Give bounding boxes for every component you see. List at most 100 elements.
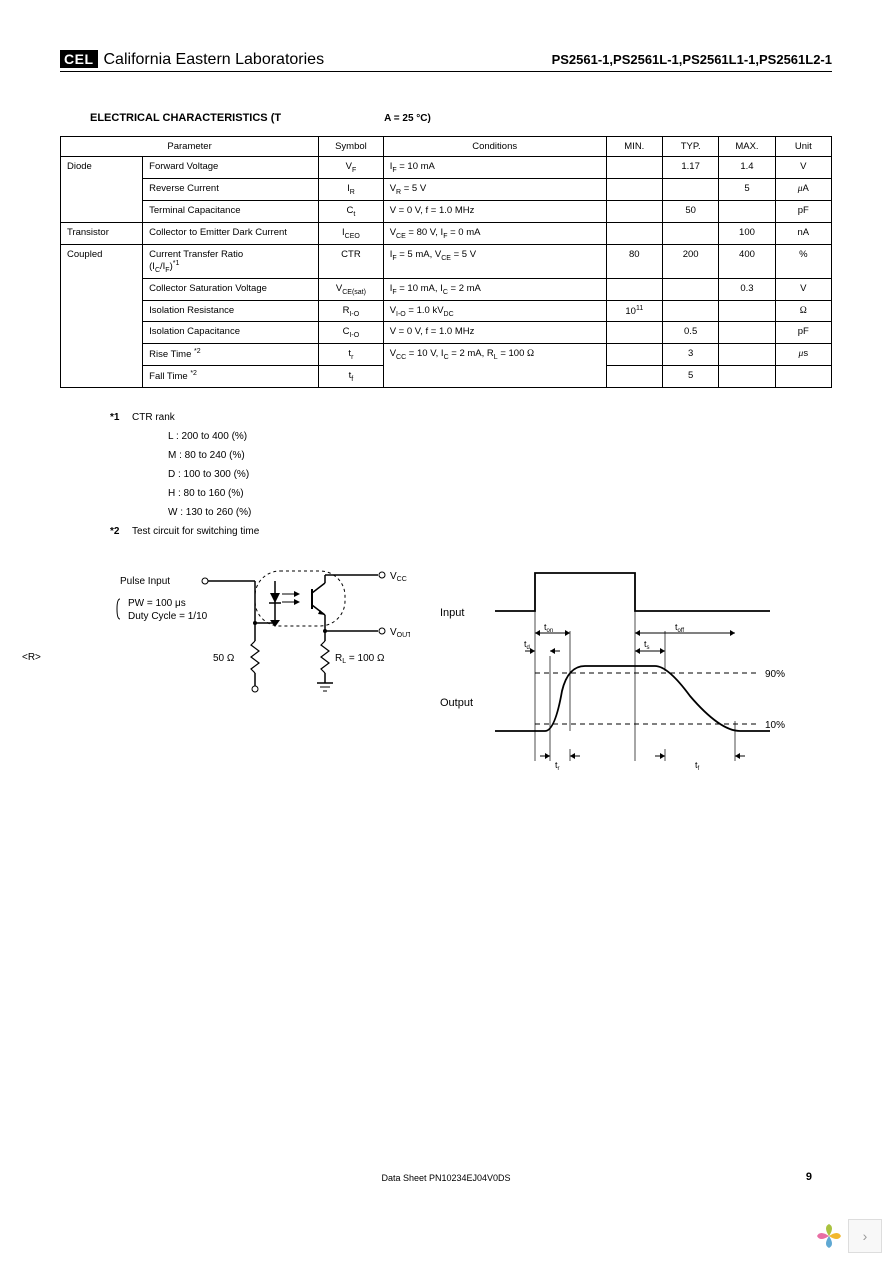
cell: Rise Time *2 [143,344,319,366]
cell [606,278,662,300]
logo-group: CEL California Eastern Laboratories [60,50,324,69]
cell: tr [319,344,384,366]
cell: VCE(sat) [319,278,384,300]
rank-line: H : 80 to 160 (%) [168,484,832,503]
cell: IF = 10 mA [383,157,606,179]
cell: Isolation Resistance [143,300,319,322]
cell [719,322,775,344]
company-name: California Eastern Laboratories [104,51,325,69]
cell [662,178,718,200]
label-td: td [524,639,530,651]
cell [606,178,662,200]
cell: μs [775,344,831,366]
table-row: Reverse Current IR VR = 5 V 5 μA [61,178,832,200]
cell: 50 [662,200,718,222]
group-diode: Diode [61,157,143,223]
section-title-text: ELECTRICAL CHARACTERISTICS (T [90,112,281,124]
diagram-row: Pulse Input PW = 100 μs Duty Cycle = 1/1… [110,561,832,784]
cell: pF [775,200,831,222]
table-row: Transistor Collector to Emitter Dark Cur… [61,222,832,244]
th-min: MIN. [606,137,662,157]
cell: VI-O = 1.0 kVDC [383,300,606,322]
th-conditions: Conditions [383,137,606,157]
cell: 0.5 [662,322,718,344]
ctr-rank-list: L : 200 to 400 (%) M : 80 to 240 (%) D :… [168,427,832,522]
note-star2: *2 [110,522,132,541]
page-header: CEL California Eastern Laboratories PS25… [60,50,832,72]
cell: V = 0 V, f = 1.0 MHz [383,200,606,222]
cell: Isolation Capacitance [143,322,319,344]
cell: pF [775,322,831,344]
cell: ICEO [319,222,384,244]
cell [606,366,662,388]
th-parameter: Parameter [61,137,319,157]
cell: 1.17 [662,157,718,179]
group-coupled: Coupled [61,244,143,388]
cell: Ct [319,200,384,222]
cell: Collector to Emitter Dark Current [143,222,319,244]
cell: VR = 5 V [383,178,606,200]
cell: V [775,278,831,300]
cell: IF = 10 mA, IC = 2 mA [383,278,606,300]
note-star1: *1 [110,408,132,427]
cell [606,157,662,179]
chevron-right-icon: › [863,1228,868,1244]
next-page-button[interactable]: › [848,1219,882,1253]
cell [719,366,775,388]
cell: 200 [662,244,718,278]
cell: IF = 5 mA, VCE = 5 V [383,244,606,278]
th-typ: TYP. [662,137,718,157]
cell: % [775,244,831,278]
circuit-svg: Pulse Input PW = 100 μs Duty Cycle = 1/1… [110,561,410,731]
bottom-nav: › [814,1219,882,1253]
part-numbers: PS2561-1,PS2561L-1,PS2561L1-1,PS2561L2-1 [552,52,832,67]
th-max: MAX. [719,137,775,157]
table-row: Isolation Resistance RI-O VI-O = 1.0 kVD… [61,300,832,322]
table-row: Coupled Current Transfer Ratio(IC/IF)*1 … [61,244,832,278]
cell: VF [319,157,384,179]
footer-doc-id: Data Sheet PN10234EJ04V0DS [0,1173,892,1183]
table-row: Terminal Capacitance Ct V = 0 V, f = 1.0… [61,200,832,222]
notes-block: *1 CTR rank L : 200 to 400 (%) M : 80 to… [110,408,832,541]
flower-icon[interactable] [814,1221,844,1251]
label-rl: RL = 100 Ω [335,653,385,665]
timing-diagram: Input ton td [440,561,800,784]
cell [662,222,718,244]
cell: VCC = 10 V, IC = 2 mA, RL = 100 Ω [383,344,606,388]
table-header-row: Parameter Symbol Conditions MIN. TYP. MA… [61,137,832,157]
note-star2-title: Test circuit for switching time [132,522,259,541]
section-title: ELECTRICAL CHARACTERISTICS (T A = 25 °C) [90,112,832,124]
cell: IR [319,178,384,200]
r-tag: <R> [22,652,41,663]
cell [719,344,775,366]
test-circuit-diagram: Pulse Input PW = 100 μs Duty Cycle = 1/1… [110,561,410,784]
th-unit: Unit [775,137,831,157]
cell: tf [319,366,384,388]
rank-line: L : 200 to 400 (%) [168,427,832,446]
cell: 5 [719,178,775,200]
cell: Terminal Capacitance [143,200,319,222]
page-number: 9 [806,1171,812,1183]
cell: Current Transfer Ratio(IC/IF)*1 [143,244,319,278]
cell: 80 [606,244,662,278]
cell [662,300,718,322]
label-vout: VOUT [390,627,410,639]
cell: Collector Saturation Voltage [143,278,319,300]
label-tr: tr [555,760,560,772]
label-tf: tf [695,760,700,772]
section-temp: A = 25 °C) [384,113,431,124]
cell [606,222,662,244]
cell: Forward Voltage [143,157,319,179]
cell [606,344,662,366]
cell: 3 [662,344,718,366]
label-output: Output [440,697,473,709]
label-pulse-input: Pulse Input [120,576,170,587]
cell: nA [775,222,831,244]
characteristics-table: Parameter Symbol Conditions MIN. TYP. MA… [60,136,832,388]
cell [662,278,718,300]
table-row: Isolation Capacitance CI-O V = 0 V, f = … [61,322,832,344]
label-ts: ts [644,639,650,651]
cell: CTR [319,244,384,278]
cell [775,366,831,388]
label-r50: 50 Ω [213,653,235,664]
